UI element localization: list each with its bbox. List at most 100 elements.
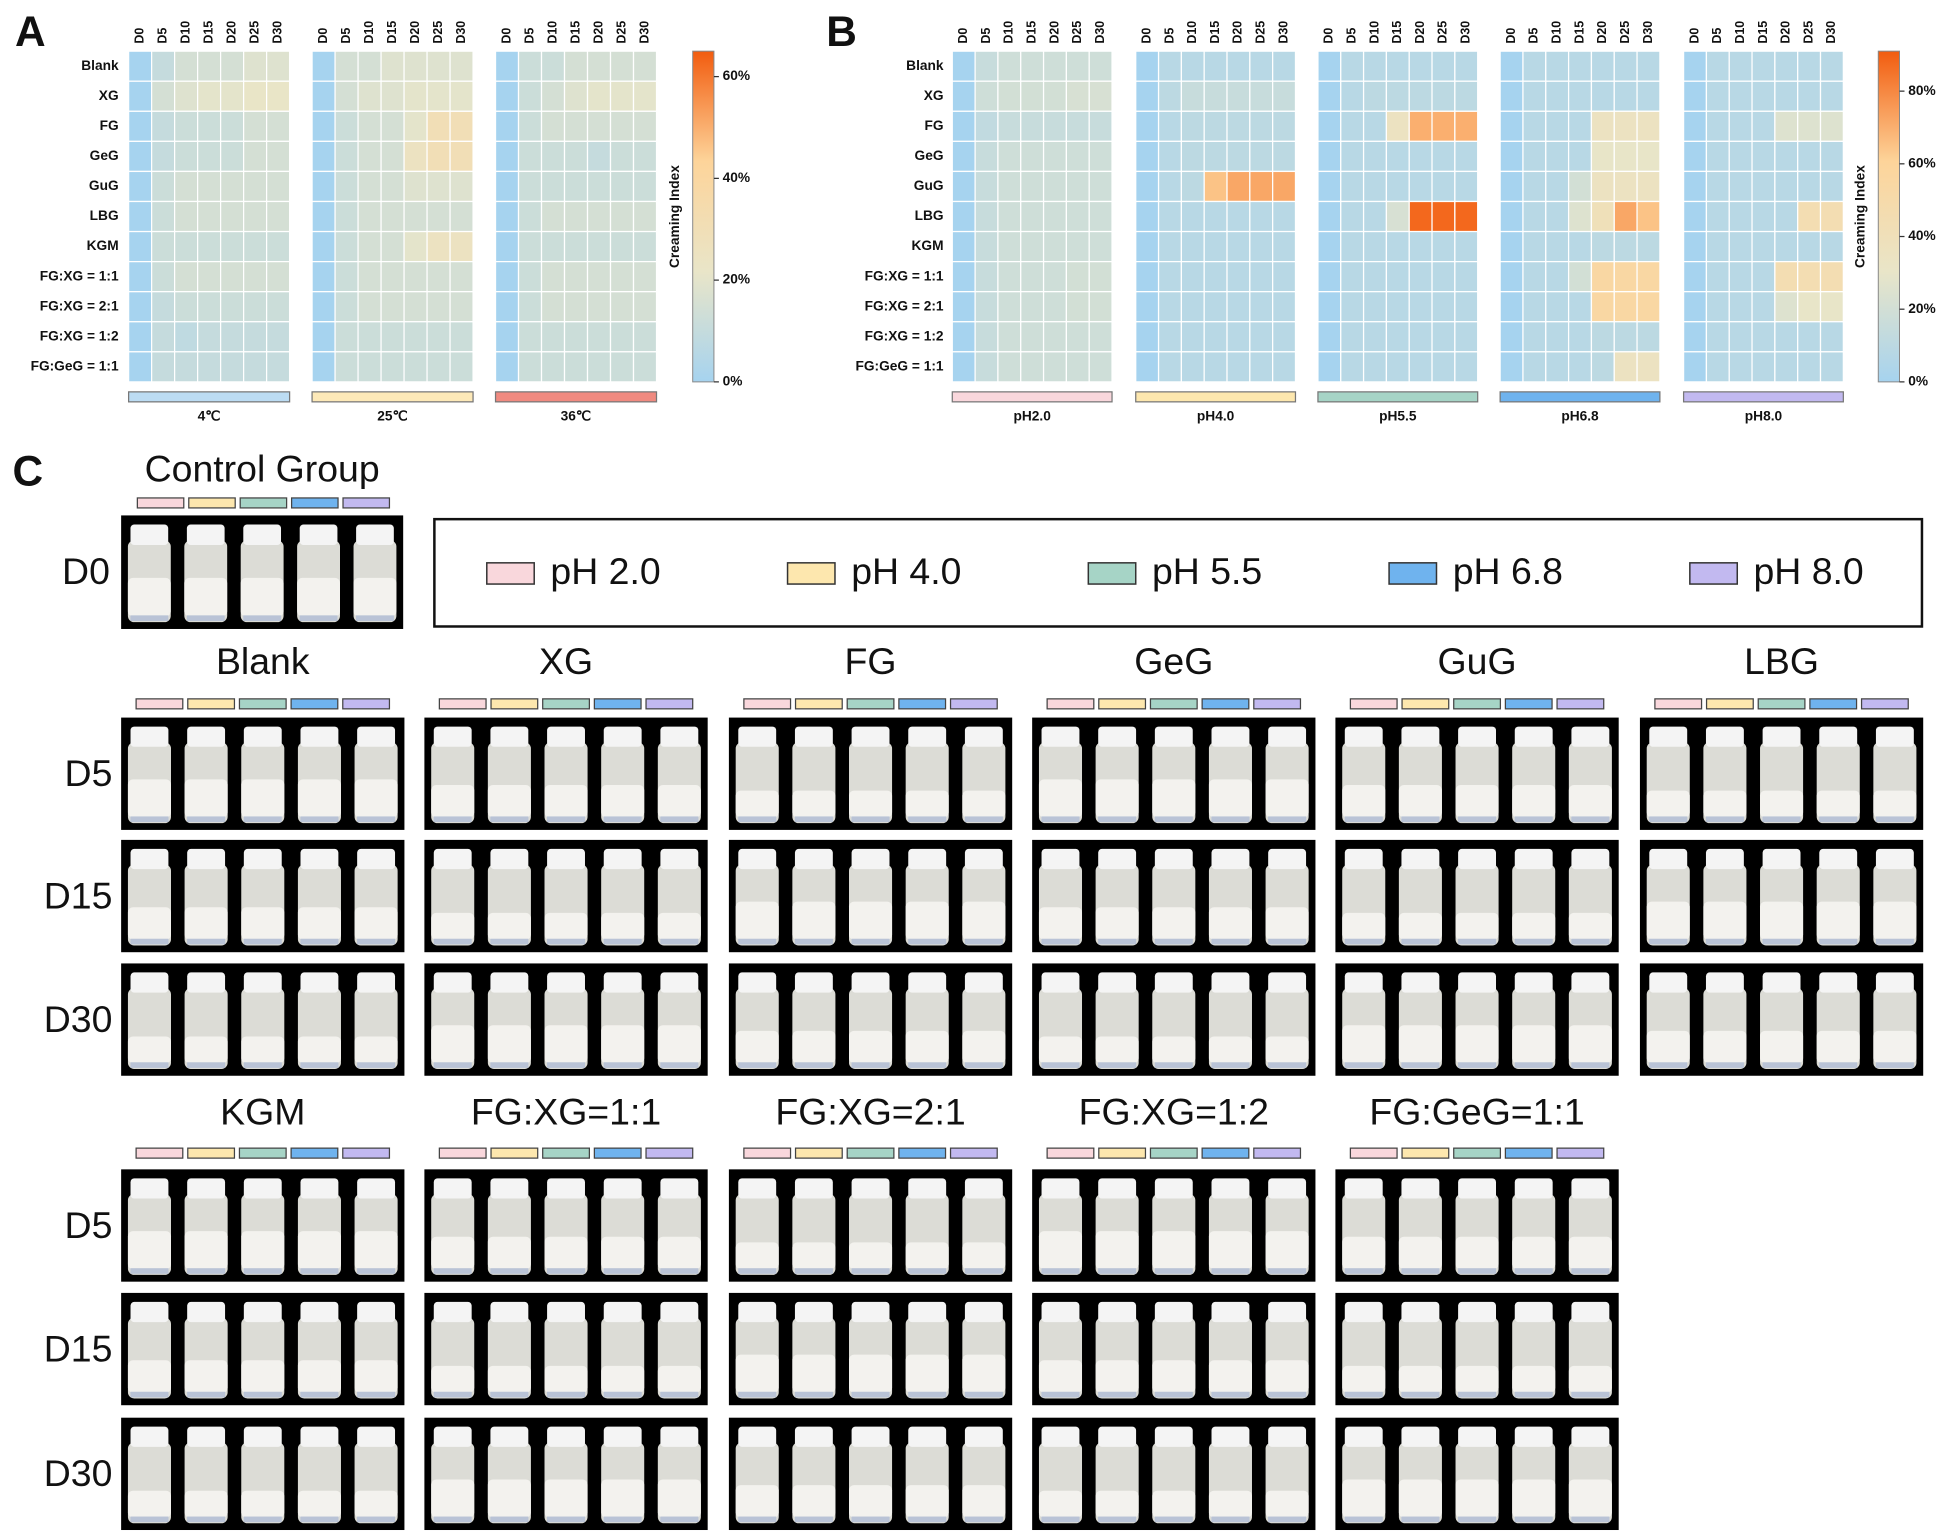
heatmap-cell <box>1590 200 1615 233</box>
heatmap-cell <box>1157 351 1183 383</box>
heatmap-cell <box>1567 230 1593 263</box>
heatmap-cell <box>1385 140 1410 173</box>
bottle-cap <box>908 1426 947 1447</box>
bottle-base <box>1458 938 1497 945</box>
bottle-base <box>908 938 947 945</box>
bottle-cap <box>1344 1178 1383 1199</box>
heatmap-cell <box>1728 110 1753 142</box>
bottle-cap <box>1098 848 1137 870</box>
bottle-cream <box>601 1365 645 1393</box>
heatmap-cell <box>1499 321 1524 353</box>
heatmap-cell <box>1020 291 1045 323</box>
heatmap-cell <box>449 351 474 383</box>
bottle-cap <box>738 848 777 870</box>
bottle-cream <box>1398 1236 1442 1270</box>
bottle-cream <box>905 1242 949 1270</box>
heatmap-cell <box>219 351 245 383</box>
bottle-cap <box>547 1426 585 1447</box>
ph-swatch <box>490 698 539 710</box>
heatmap-cell <box>1408 170 1433 203</box>
ph-swatch <box>438 698 487 710</box>
heatmap-cell <box>1042 110 1068 142</box>
ph-swatch <box>1201 698 1250 710</box>
heatmap-cell <box>540 351 566 383</box>
heatmap-cell <box>1774 50 1799 82</box>
heatmap-cell <box>1385 321 1410 353</box>
heatmap-cell <box>586 200 612 233</box>
heatmap-cell <box>1751 321 1776 353</box>
heatmap-cell <box>1065 200 1090 233</box>
heatmap-cell <box>1522 200 1547 233</box>
heatmap-cell <box>1180 351 1205 383</box>
bottle-cream <box>657 1365 701 1393</box>
bottle-cream <box>905 790 949 818</box>
heatmap-cell <box>334 321 359 353</box>
bottle-cap <box>1762 848 1801 870</box>
bottle-base <box>603 816 642 823</box>
heatmap-cell <box>1545 291 1570 323</box>
heatmap-cell <box>449 230 474 263</box>
heatmap-cell <box>1362 200 1388 233</box>
bottle-cap <box>1344 1301 1383 1323</box>
bottle-cap <box>243 1178 282 1199</box>
ph-swatch <box>898 1147 947 1159</box>
column-label: D10 <box>1367 21 1381 44</box>
bottle-base <box>738 1268 777 1274</box>
column-label: D25 <box>247 21 261 44</box>
bottle-cream <box>1038 779 1083 818</box>
heatmap-cell <box>1408 80 1433 112</box>
bottle-base <box>851 1062 890 1068</box>
legend-swatch <box>1087 562 1137 585</box>
heatmap-cell <box>1682 170 1708 203</box>
bottle-base <box>490 1062 529 1068</box>
heatmap-cell <box>1203 321 1228 353</box>
bottle-cap <box>1819 848 1858 870</box>
heatmap-cell <box>334 50 359 82</box>
heatmap-cell <box>403 321 428 353</box>
bottle-cap <box>908 726 947 747</box>
heatmap-cell <box>1567 80 1593 112</box>
heatmap-cell <box>1135 230 1160 263</box>
bottle-base <box>1344 1268 1383 1274</box>
heatmap-cell <box>1065 291 1090 323</box>
bottle-cream <box>1455 1025 1499 1064</box>
bottle-cream <box>354 907 398 940</box>
bottle-cap <box>243 1301 282 1323</box>
bottle-base <box>1571 938 1610 945</box>
heatmap-cell <box>334 80 359 112</box>
heatmap-cell <box>1042 291 1068 323</box>
heatmap-cell <box>1408 351 1433 383</box>
ph-swatch <box>794 1147 843 1159</box>
panel-letter: B <box>826 8 857 55</box>
bottle-base <box>738 1062 777 1068</box>
bottle-cap <box>1098 972 1137 993</box>
bottle-cream <box>1152 1360 1196 1393</box>
heatmap-cell <box>1431 321 1456 353</box>
bottle-cream <box>297 779 341 818</box>
heatmap-cell <box>1567 50 1593 82</box>
bottle-cream <box>1038 1490 1083 1518</box>
bottle-cap <box>603 1178 642 1199</box>
heatmap-cell <box>1042 170 1068 203</box>
heatmap-cell <box>1272 321 1297 353</box>
heatmap-cell <box>426 50 451 82</box>
heatmap-cell <box>1613 260 1638 293</box>
ph-swatch <box>1401 698 1450 710</box>
bottle-cream <box>657 1236 701 1270</box>
bottle-cream <box>962 1354 1006 1393</box>
bottle-cream <box>1455 1365 1499 1393</box>
heatmap-cell <box>1751 140 1776 173</box>
bottle-base <box>1268 1268 1307 1274</box>
bottle-base <box>186 615 225 622</box>
bottle-cream <box>127 1490 171 1518</box>
heatmap-cell <box>517 80 543 112</box>
bottle-base <box>547 816 586 823</box>
heatmap-cell <box>311 110 336 142</box>
heatmap-cell <box>1065 260 1090 293</box>
bottle-cap <box>908 1178 947 1199</box>
heatmap-cell <box>1180 321 1205 353</box>
bottle-base <box>1211 1268 1250 1274</box>
bottle-base <box>1571 1516 1610 1523</box>
heatmap-cell <box>586 80 612 112</box>
bottle-base <box>660 1062 699 1068</box>
